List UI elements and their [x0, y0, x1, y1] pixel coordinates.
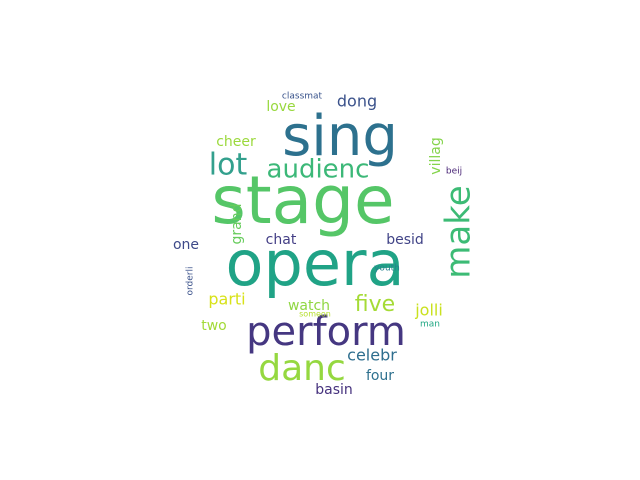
- word-celebr: celebr: [347, 346, 397, 365]
- word-lot: lot: [209, 148, 248, 183]
- word-classmat: classmat: [282, 92, 323, 102]
- word-someon: someon: [299, 310, 331, 319]
- word-parti: parti: [208, 290, 245, 309]
- word-man: man: [420, 320, 440, 330]
- word-orderli: orderli: [186, 267, 196, 296]
- word-stage: stage: [211, 162, 394, 239]
- word-dong: dong: [337, 92, 377, 111]
- word-grand: grand: [229, 204, 245, 245]
- word-chat: chat: [266, 232, 297, 248]
- word-danc: danc: [258, 348, 346, 389]
- word-cheer: cheer: [216, 134, 256, 150]
- word-besid: besid: [386, 232, 424, 248]
- word-perform: perform: [246, 309, 406, 355]
- word-jolli: jolli: [414, 301, 443, 320]
- word-watch: watch: [288, 298, 330, 314]
- word-beij: beij: [446, 167, 462, 177]
- word-opera: opera: [226, 227, 405, 300]
- word-love: love: [266, 99, 295, 115]
- word-four: four: [366, 368, 394, 384]
- word-sing: sing: [282, 104, 398, 169]
- word-villag: villag: [428, 137, 444, 174]
- word-one: one: [173, 237, 199, 253]
- word-audienc: audienc: [267, 155, 370, 185]
- word-youth: youth: [374, 264, 400, 274]
- word-two: two: [201, 318, 227, 334]
- word-five: five: [355, 292, 395, 317]
- word-basin: basin: [315, 382, 353, 398]
- word-make: make: [439, 185, 479, 278]
